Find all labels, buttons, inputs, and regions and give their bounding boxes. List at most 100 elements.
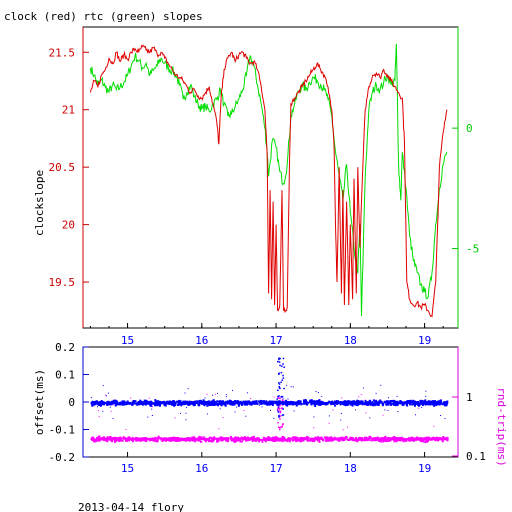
offset-point	[220, 402, 222, 405]
rnd-trip-point	[363, 437, 366, 440]
offset-burst-point	[277, 389, 279, 392]
rnd-trip-burst-point	[277, 405, 280, 408]
offset-point	[271, 404, 274, 406]
rnd-trip-point	[377, 437, 380, 440]
offset-point	[114, 399, 117, 402]
rnd-trip-point	[143, 439, 146, 442]
offset-point	[91, 402, 94, 405]
offset-burst-point	[282, 357, 285, 360]
rnd-trip-point	[194, 440, 197, 443]
offset-outlier	[90, 397, 92, 399]
offset-point	[444, 402, 447, 405]
rnd-trip-burst-point	[277, 421, 279, 424]
rnd-trip-point	[298, 437, 301, 440]
rnd-trip-point	[164, 437, 167, 440]
rnd-trip-point	[424, 437, 427, 440]
rnd-trip-point	[130, 438, 133, 441]
rnd-trip-point	[255, 439, 258, 442]
offset-point	[427, 400, 430, 403]
rnd-trip-burst-point	[279, 412, 281, 414]
rnd-trip-point	[127, 436, 130, 439]
rnd-trip-point	[111, 440, 113, 443]
rnd-trip-point	[413, 439, 416, 441]
top-x-tick-label: 19	[418, 334, 431, 347]
offset-outlier	[96, 406, 98, 408]
offset-point	[244, 400, 247, 403]
rnd-trip-point	[168, 439, 170, 442]
offset-point	[406, 401, 409, 404]
rnd-trip-point	[337, 439, 340, 442]
top-left-tick-label: 19.5	[49, 276, 76, 289]
rnd-trip-point	[420, 438, 423, 441]
rnd-trip-point	[415, 438, 418, 441]
offset-point	[396, 401, 399, 404]
offset-point	[250, 402, 253, 405]
offset-outlier	[184, 392, 186, 394]
rnd-trip-point	[100, 437, 103, 440]
offset-outlier	[415, 414, 416, 416]
offset-point	[295, 404, 298, 407]
rnd-trip-point	[185, 437, 188, 440]
rnd-trip-burst-point	[277, 426, 280, 428]
rnd-trip-point	[406, 438, 409, 440]
rnd-trip-outlier	[148, 397, 150, 399]
rnd-trip-point	[165, 439, 168, 441]
rnd-trip-outlier	[243, 410, 245, 411]
offset-outlier	[225, 396, 227, 398]
rnd-trip-point	[126, 439, 128, 442]
rnd-trip-point	[124, 437, 127, 440]
rnd-trip-outlier	[152, 406, 153, 408]
rnd-trip-series	[90, 393, 449, 444]
offset-outlier	[282, 398, 284, 400]
offset-point	[343, 400, 346, 403]
rnd-trip-point	[169, 437, 171, 440]
rnd-trip-point	[96, 436, 99, 439]
offset-point	[365, 401, 368, 404]
offset-outlier	[206, 413, 208, 415]
bottom-plot-area	[90, 357, 449, 444]
offset-point	[261, 400, 264, 403]
offset-point	[424, 403, 427, 406]
rnd-trip-point	[378, 439, 381, 442]
rnd-trip-point	[444, 438, 447, 441]
rnd-trip-point	[259, 438, 262, 441]
offset-point	[259, 401, 261, 403]
offset-burst-point	[280, 371, 283, 374]
offset-point	[342, 401, 345, 404]
offset-burst-point	[279, 364, 281, 367]
top-y-axis-label: clockslope	[33, 170, 46, 236]
offset-point	[248, 402, 251, 405]
offset-point	[409, 399, 412, 402]
rnd-trip-point	[411, 437, 414, 439]
offset-point	[224, 404, 227, 407]
offset-point	[212, 399, 215, 402]
offset-point	[131, 404, 134, 406]
rnd-trip-point	[216, 440, 219, 443]
rnd-trip-point	[258, 438, 261, 441]
rnd-trip-outlier	[382, 414, 384, 416]
rnd-trip-point	[121, 439, 124, 442]
rnd-trip-point	[401, 438, 404, 441]
offset-point	[408, 400, 411, 403]
rnd-trip-point	[111, 438, 114, 440]
offset-burst-point	[278, 385, 280, 388]
offset-point	[377, 404, 380, 406]
rnd-trip-point	[349, 438, 351, 441]
offset-point	[140, 400, 143, 403]
rnd-trip-point	[233, 438, 236, 441]
offset-point	[101, 401, 104, 404]
offset-point	[402, 403, 405, 406]
offset-point	[380, 400, 383, 403]
rnd-trip-point	[171, 438, 174, 441]
rnd-trip-point	[177, 439, 180, 442]
offset-point	[259, 402, 262, 405]
offset-point	[115, 401, 118, 404]
rnd-trip-point	[332, 437, 335, 440]
offset-point	[154, 399, 157, 402]
offset-burst-point	[278, 414, 280, 417]
rnd-trip-point	[154, 436, 157, 439]
offset-point	[441, 403, 444, 406]
offset-point	[351, 404, 354, 407]
offset-burst-point	[277, 360, 279, 363]
offset-point	[213, 401, 216, 404]
